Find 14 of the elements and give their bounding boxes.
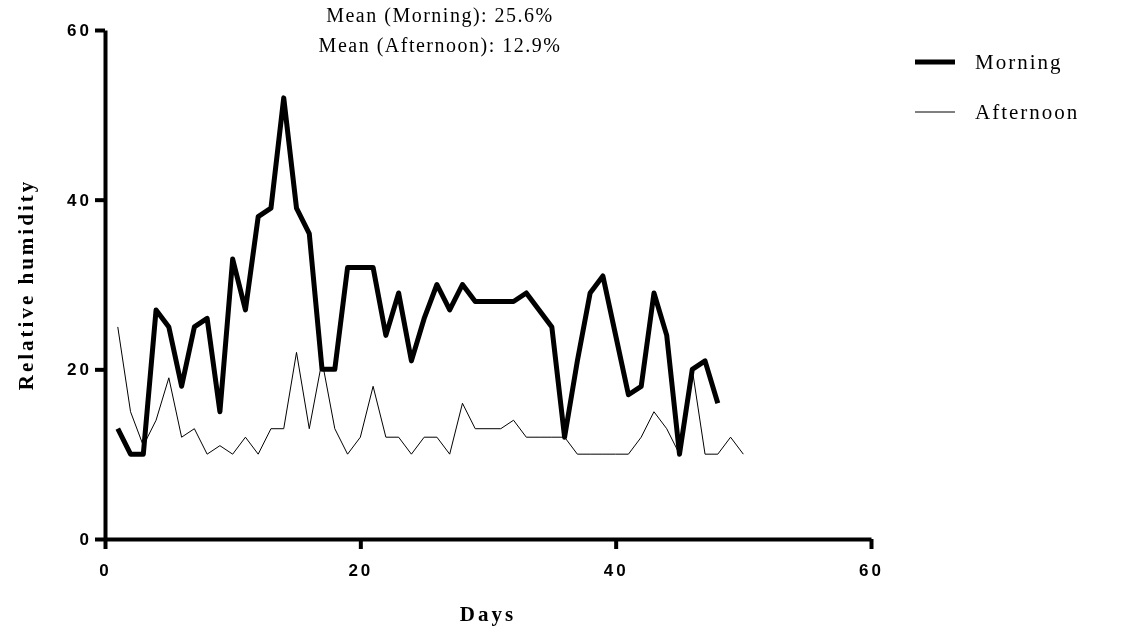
legend-label: Afternoon — [975, 100, 1080, 124]
x-axis-title: Days — [459, 602, 517, 626]
x-tick-label: 0 — [99, 560, 112, 580]
y-tick-label: 40 — [67, 190, 92, 210]
y-tick-label: 20 — [67, 360, 92, 380]
x-tick-label: 40 — [603, 560, 629, 580]
legend-label: Morning — [975, 50, 1063, 74]
annotation: Mean (Afternoon): 12.9% — [318, 34, 562, 57]
y-tick-label: 0 — [79, 529, 92, 549]
y-tick-label: 60 — [67, 20, 92, 40]
y-axis-title: Relative humidity — [14, 178, 38, 391]
x-tick-label: 60 — [859, 560, 884, 580]
text: Mean (Morning): 25.6% — [326, 4, 554, 27]
x-tick-label: 20 — [348, 560, 374, 580]
